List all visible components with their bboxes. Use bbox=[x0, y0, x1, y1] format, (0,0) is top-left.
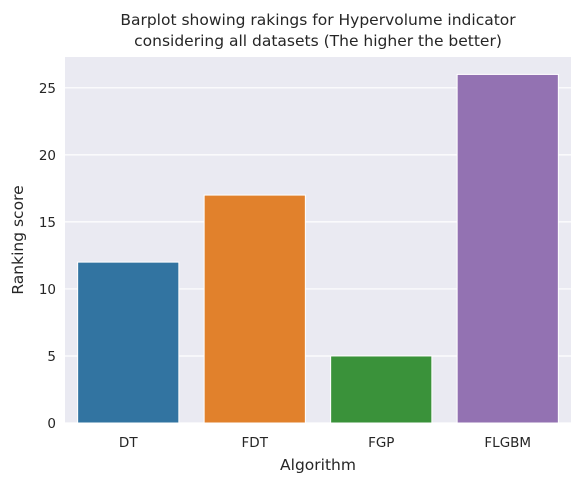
x-tick-label: FLGBM bbox=[484, 435, 531, 451]
y-tick-label: 5 bbox=[47, 349, 56, 365]
bar-fgp bbox=[330, 355, 433, 424]
x-tick-label: FDT bbox=[242, 435, 269, 451]
chart-title-line-2: considering all datasets (The higher the… bbox=[134, 32, 502, 50]
y-tick-label: 20 bbox=[39, 148, 56, 164]
bar-fdt bbox=[203, 194, 306, 424]
bars bbox=[77, 73, 559, 424]
chart-title-line-1: Barplot showing rakings for Hypervolume … bbox=[120, 11, 516, 29]
y-tick-label: 10 bbox=[39, 282, 56, 298]
bar-dt bbox=[77, 261, 180, 424]
x-axis-label: Algorithm bbox=[280, 456, 356, 474]
x-tick-label: FGP bbox=[368, 435, 394, 451]
y-tick-label: 25 bbox=[39, 81, 56, 97]
x-tick-labels: DT FDT FGP FLGBM bbox=[119, 435, 531, 451]
y-tick-label: 15 bbox=[39, 215, 56, 231]
x-tick-label: DT bbox=[119, 435, 138, 451]
y-tick-labels: 0 5 10 15 20 25 bbox=[39, 81, 56, 432]
y-tick-label: 0 bbox=[47, 416, 56, 432]
bar-flgbm bbox=[456, 73, 559, 424]
y-axis-label: Ranking score bbox=[9, 185, 27, 294]
